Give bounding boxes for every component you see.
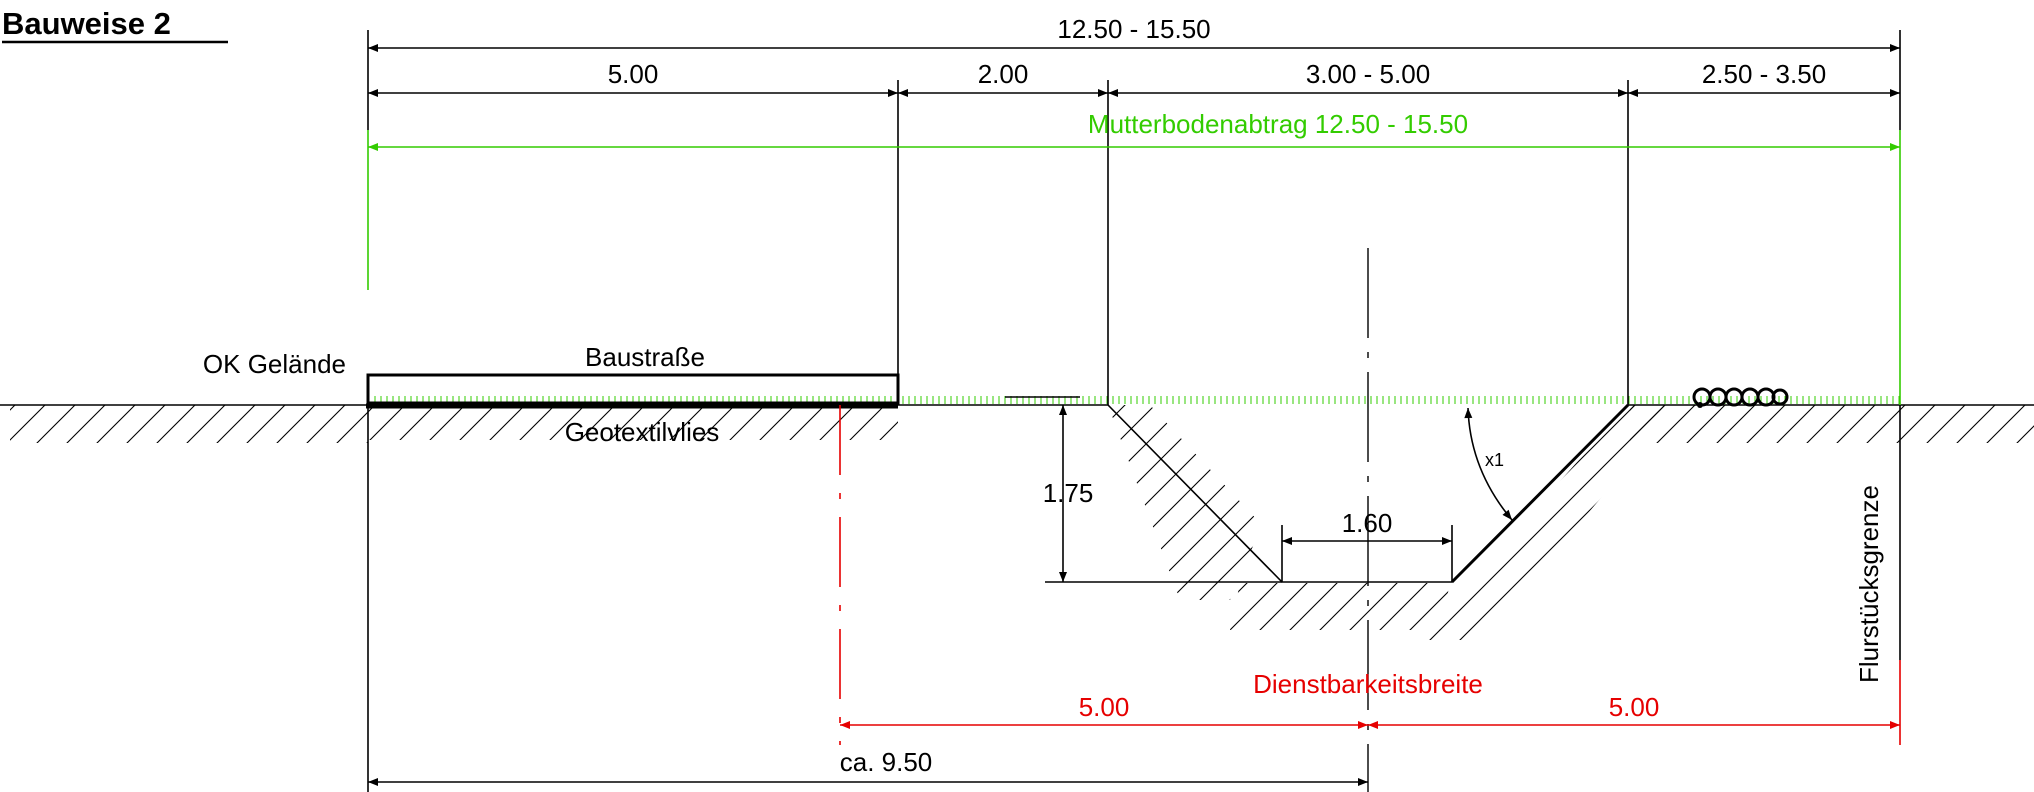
- easement-width-label: Dienstbarkeitsbreite: [1253, 669, 1483, 699]
- ditch-slope-lining: [1450, 403, 1630, 584]
- dim-right-label: 2.50 - 3.50: [1702, 59, 1826, 89]
- dim-road-label: 5.00: [608, 59, 659, 89]
- ground-level-label: OK Gelände: [203, 349, 346, 379]
- geotextile-label: Geotextilvlies: [565, 417, 720, 447]
- drawing-title: Bauweise 2: [2, 6, 171, 41]
- dim-depth-label: 1.75: [1043, 478, 1094, 508]
- dim-total-label: 12.50 - 15.50: [1057, 14, 1210, 44]
- ground-profile: [0, 404, 2034, 583]
- dim-bottom-label: 1.60: [1342, 508, 1393, 538]
- slope-angle-arc: [1464, 407, 1513, 521]
- dim-gap-label: 2.00: [978, 59, 1029, 89]
- extension-lines: [367, 30, 1901, 792]
- pipe-bundle: [1692, 387, 1789, 408]
- construction-road-label: Baustraße: [585, 342, 705, 372]
- property-line-label: Flurstücksgrenze: [1854, 485, 1884, 683]
- dim-approx-label: ca. 9.50: [840, 747, 933, 777]
- topsoil-label: Mutterbodenabtrag 12.50 - 15.50: [1088, 109, 1468, 139]
- dim-easement-left-label: 5.00: [1079, 692, 1130, 722]
- slope-label: x1: [1485, 450, 1504, 470]
- ground-hatching: [10, 405, 2034, 640]
- dim-ditch-label: 3.00 - 5.00: [1306, 59, 1430, 89]
- topsoil-strip: [370, 396, 1900, 404]
- dim-easement-right-label: 5.00: [1609, 692, 1660, 722]
